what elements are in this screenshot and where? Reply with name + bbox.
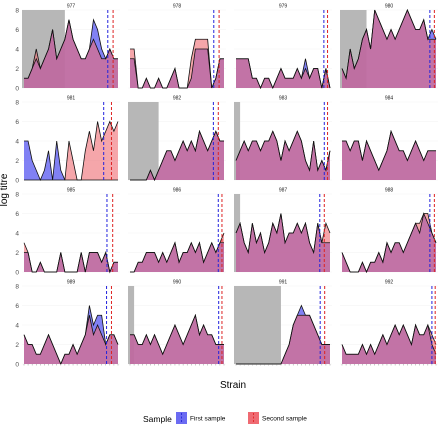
second-sample-area: [24, 19, 118, 88]
panel-strip-label: 986: [173, 188, 182, 194]
panel-990: 990: [128, 280, 226, 366]
panel-strip-label: 979: [279, 4, 288, 10]
panel-strip-label: 980: [385, 4, 394, 10]
second-sample-area: [236, 315, 330, 364]
y-tick-label: 0: [15, 361, 19, 368]
excluded-region: [234, 102, 241, 180]
panel-980: 980: [340, 4, 438, 89]
y-tick-label: 6: [15, 211, 19, 218]
second-sample-area: [236, 131, 330, 180]
first-sample-area: [24, 141, 118, 180]
second-sample-area: [342, 325, 436, 364]
second-sample-line: [235, 130, 331, 172]
excluded-region: [128, 102, 159, 180]
second-sample-line: [130, 232, 225, 273]
y-tick-label: 2: [15, 250, 19, 257]
panel-strip-label: 981: [67, 96, 76, 102]
panel-strip-label: 990: [173, 280, 182, 286]
panel-977: 977 0 2 4 6 8: [15, 4, 120, 92]
y-tick-label: 4: [15, 322, 19, 329]
y-tick-label: 2: [15, 66, 19, 73]
panel-strip-label: 991: [279, 280, 288, 286]
y-tick-label: 8: [15, 283, 19, 290]
second-sample-area: [24, 315, 118, 364]
y-tick-label: 0: [15, 269, 19, 276]
panel-983: 983: [234, 96, 332, 181]
panel-992: 992: [340, 280, 438, 366]
first-sample-line: [24, 140, 118, 182]
panel-strip-label: 988: [385, 188, 394, 194]
panel-strip-label: 989: [67, 280, 76, 286]
legend-label: First sample: [190, 416, 226, 423]
y-tick-label: 6: [15, 303, 19, 310]
second-sample-line: [341, 323, 437, 356]
y-tick-label: 8: [15, 99, 19, 106]
panel-986: 986: [128, 188, 226, 273]
second-sample-line: [24, 120, 119, 181]
y-tick-label: 4: [15, 230, 19, 237]
y-tick-label: 2: [15, 342, 19, 349]
y-tick-label: 4: [15, 46, 19, 53]
panel-978: 978: [128, 4, 226, 89]
second-sample-line: [235, 213, 331, 255]
panel-988: 988: [340, 188, 438, 274]
second-sample-line: [236, 58, 331, 90]
second-sample-line: [130, 129, 224, 182]
second-sample-line: [342, 129, 436, 172]
second-sample-area: [342, 10, 436, 88]
second-sample-area: [342, 131, 436, 180]
legend: Sample First sample Second sample: [143, 412, 307, 424]
second-sample-line: [23, 315, 119, 366]
second-sample-area: [130, 39, 224, 88]
panel-strip-label: 978: [173, 4, 182, 10]
y-tick-label: 0: [15, 85, 19, 92]
panel-strip-label: 985: [67, 188, 76, 194]
y-tick-label: 8: [15, 191, 19, 198]
second-sample-line: [130, 38, 224, 89]
y-tick-label: 2: [15, 158, 19, 165]
y-tick-label: 0: [15, 177, 19, 184]
panel-981: 981 0 2 4 6 8: [15, 96, 120, 184]
second-sample-line: [24, 19, 118, 79]
panel-989: 989 0 2 4 6 8: [15, 280, 120, 368]
excluded-region: [234, 286, 281, 364]
panel-985: 985 0 2 4 6 8: [15, 188, 120, 276]
legend-label: Second sample: [262, 416, 307, 423]
second-sample-area: [342, 213, 436, 272]
second-sample-line: [23, 242, 118, 274]
panel-strip-label: 984: [385, 96, 394, 102]
panel-strip-label: 983: [279, 96, 288, 102]
legend-title: Sample: [143, 414, 172, 424]
second-sample-line: [236, 314, 330, 365]
y-tick-label: 8: [15, 7, 19, 14]
excluded-region: [128, 286, 135, 364]
second-sample-line: [130, 313, 224, 356]
panel-strip-label: 987: [279, 188, 288, 194]
x-axis-title: Strain: [220, 380, 246, 391]
second-sample-area: [130, 315, 224, 364]
y-tick-label: 4: [15, 138, 19, 145]
second-sample-area: [24, 242, 118, 272]
panel-979: 979: [234, 4, 332, 90]
panel-strip-label: 992: [385, 280, 394, 286]
second-sample-line: [341, 8, 436, 80]
panel-strip-label: 982: [173, 96, 182, 102]
y-tick-label: 6: [15, 27, 19, 34]
panel-982: 982: [128, 96, 226, 182]
second-sample-line: [341, 213, 437, 274]
panel-strip-label: 977: [67, 4, 76, 10]
panel-991: 991: [234, 280, 332, 366]
y-axis-title: log titre: [0, 173, 10, 206]
panel-987: 987: [234, 188, 332, 273]
y-tick-label: 6: [15, 119, 19, 126]
panel-984: 984: [340, 96, 438, 181]
panels-layer: 977 0 2 4 6 8 978 979 980 981 0 2 4 6 8 982 983 984 985 0 2 4…: [15, 4, 438, 368]
